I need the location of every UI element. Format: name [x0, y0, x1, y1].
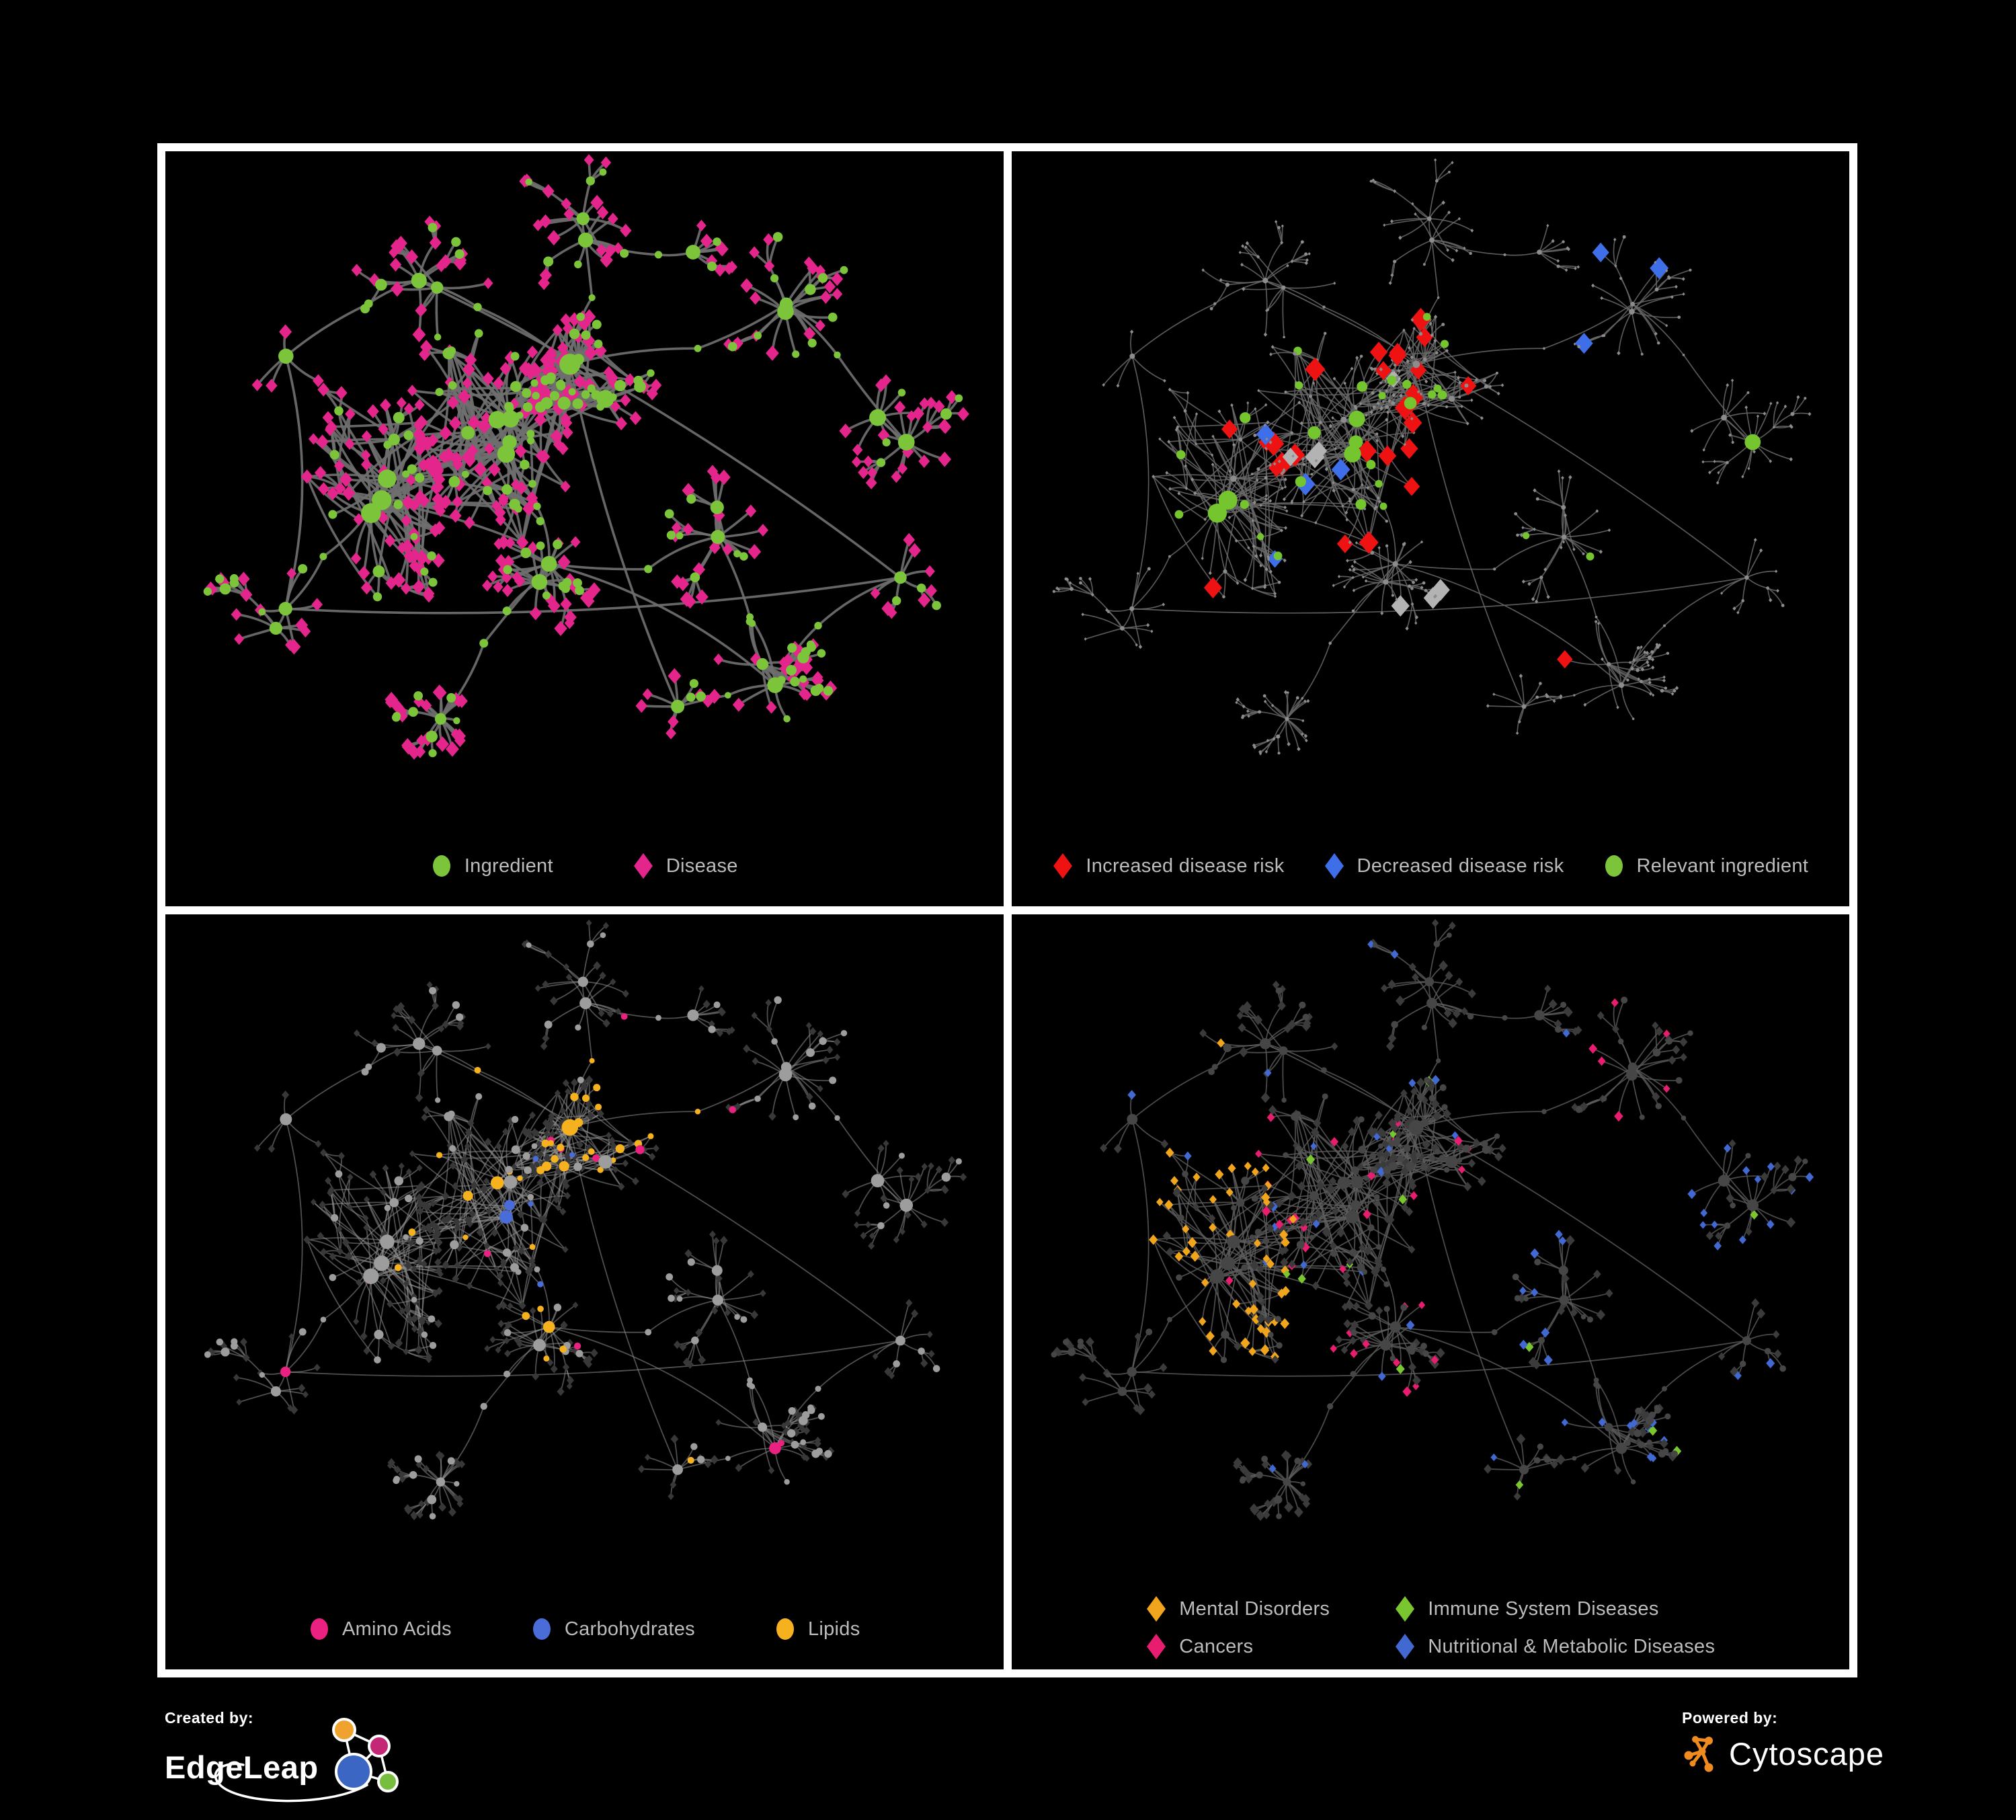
edge-layer — [1053, 922, 1810, 1517]
panel-disease-risk: Increased disease risk Decreased disease … — [1011, 151, 1850, 906]
legend-ingredient-disease: Ingredient Disease — [165, 853, 1004, 879]
legend-label: Relevant ingredient — [1636, 855, 1809, 877]
edgeleap-logo-icon — [214, 1718, 399, 1803]
network-ingredient-disease — [203, 154, 969, 760]
circle-marker-icon — [310, 1618, 328, 1640]
edge-layer — [207, 159, 964, 755]
legend-item-lipids: Lipids — [774, 1616, 860, 1643]
legend-item-mental-disorders: Mental Disorders — [1145, 1595, 1330, 1622]
edgeleap-orange-node — [331, 1718, 356, 1742]
node-layer — [203, 154, 969, 760]
legend-item-amino-acids: Amino Acids — [309, 1616, 452, 1643]
network-disease-risk — [1052, 158, 1811, 756]
diamond-marker-icon — [1147, 1596, 1166, 1622]
legend-nutrients: Amino Acids Carbohydrates Lipids — [165, 1616, 1004, 1643]
legend-item-carbohydrates: Carbohydrates — [531, 1616, 695, 1643]
diamond-marker-icon — [1053, 853, 1073, 879]
legend-label: Nutritional & Metabolic Diseases — [1428, 1635, 1716, 1657]
legend-item-nutritional-metabolic-diseases: Nutritional & Metabolic Diseases — [1394, 1633, 1715, 1660]
network-nutrients — [204, 919, 967, 1521]
circle-marker-icon — [776, 1618, 794, 1640]
legend-item-relevant-ingredient: Relevant ingredient — [1603, 853, 1809, 879]
legend-label: Increased disease risk — [1086, 855, 1285, 877]
edgeleap-magenta-node — [367, 1735, 391, 1757]
edgeleap-green-node — [376, 1771, 399, 1792]
footer: Created by: EdgeLeap — [0, 1677, 2016, 1820]
legend-label: Carbohydrates — [564, 1618, 695, 1640]
powered-by-label: Powered by: — [1682, 1709, 1778, 1727]
diamond-marker-icon — [1396, 1634, 1415, 1659]
legend-label: Cancers — [1179, 1635, 1254, 1657]
panel-nutrients: Amino Acids Carbohydrates Lipids — [165, 914, 1004, 1669]
panel-grid: Ingredient Disease Increased disease risk… — [157, 143, 1857, 1677]
edgeleap-blue-node — [334, 1753, 372, 1790]
circle-marker-icon — [532, 1618, 551, 1640]
circle-marker-icon — [1605, 855, 1623, 877]
legend-item-disease: Disease — [633, 853, 738, 879]
cytoscape-logo-nodes — [1684, 1736, 1713, 1772]
legend-item-increased-disease-risk: Increased disease risk — [1052, 853, 1284, 879]
legend-label: Lipids — [807, 1618, 860, 1640]
legend-label: Decreased disease risk — [1357, 855, 1564, 877]
diamond-marker-icon — [633, 853, 653, 879]
cytoscape-wordmark: Cytoscape — [1729, 1735, 1885, 1772]
diamond-marker-icon — [1147, 1634, 1166, 1659]
diamond-marker-icon — [1324, 853, 1344, 879]
cytoscape-brand: Powered by: — [1682, 1709, 1904, 1803]
node-layer — [1050, 918, 1814, 1521]
edgeleap-brand: Created by: EdgeLeap — [165, 1709, 399, 1803]
legend-item-cancers: Cancers — [1145, 1633, 1330, 1660]
circle-marker-icon — [432, 855, 450, 877]
legend-label: Mental Disorders — [1179, 1597, 1330, 1620]
legend-label: Immune System Diseases — [1428, 1597, 1659, 1620]
cytoscape-logo-icon — [1684, 1736, 1713, 1772]
edgeleap-wordmark: EdgeLeap — [165, 1749, 319, 1785]
created-by-label: Created by: — [165, 1709, 254, 1727]
legend-label: Ingredient — [464, 855, 553, 877]
panel-ingredient-disease: Ingredient Disease — [165, 151, 1004, 906]
legend-disease-classes: Mental Disorders Immune System Diseases Ca… — [1012, 1595, 1850, 1660]
edgeleap-swoosh — [214, 1762, 368, 1803]
legend-label: Amino Acids — [341, 1618, 452, 1640]
legend-item-decreased-disease-risk: Decreased disease risk — [1324, 853, 1564, 879]
legend-disease-risk: Increased disease risk Decreased disease … — [1012, 853, 1850, 879]
edge-layer — [1053, 159, 1810, 754]
panel-disease-classes: Mental Disorders Immune System Diseases Ca… — [1011, 914, 1850, 1669]
node-layer — [1052, 158, 1811, 756]
network-disease-classes — [1050, 918, 1814, 1521]
legend-item-immune-system-diseases: Immune System Diseases — [1394, 1595, 1715, 1622]
edge-layer — [207, 922, 964, 1517]
diamond-marker-icon — [1396, 1596, 1415, 1622]
legend-item-ingredient: Ingredient — [431, 853, 553, 879]
node-layer — [204, 919, 967, 1521]
legend-label: Disease — [666, 855, 738, 877]
